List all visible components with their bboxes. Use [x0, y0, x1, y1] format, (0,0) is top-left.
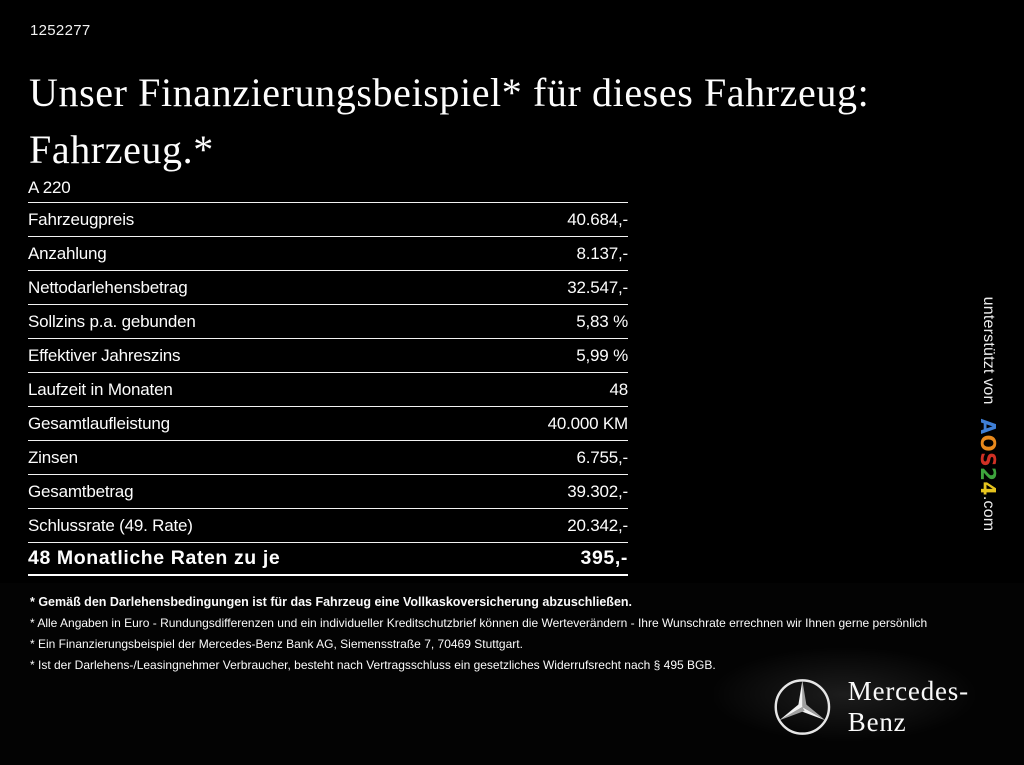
- row-label: Laufzeit in Monaten: [28, 379, 173, 399]
- aos24-letter: A: [976, 418, 1000, 435]
- footnote: * Ein Finanzierungsbeispiel der Mercedes…: [30, 637, 523, 651]
- row-value: 39.302,-: [567, 481, 628, 501]
- table-row: Laufzeit in Monaten 48: [28, 372, 628, 406]
- table-row: Effektiver Jahreszins 5,99 %: [28, 338, 628, 372]
- table-row: Zinsen 6.755,-: [28, 440, 628, 474]
- footer-strip: [0, 583, 1024, 765]
- vehicle-model-label: A 220: [28, 174, 628, 202]
- aos24-letter: S: [976, 452, 1000, 468]
- table-row: Anzahlung 8.137,-: [28, 236, 628, 270]
- row-label: Gesamtbetrag: [28, 481, 134, 501]
- total-row-label: 48 Monatliche Raten zu je: [28, 547, 281, 569]
- aos24-letter: 2: [976, 467, 1000, 482]
- aos24-letter: O: [976, 434, 1000, 453]
- row-value: 48: [609, 379, 628, 399]
- footnote: * Ist der Darlehens-/Leasingnehmer Verbr…: [30, 658, 716, 672]
- row-label: Fahrzeugpreis: [28, 209, 135, 229]
- row-label: Nettodarlehensbetrag: [28, 277, 188, 297]
- mercedes-benz-wordmark: Mercedes-Benz: [847, 676, 969, 737]
- row-value: 6.755,-: [576, 447, 628, 467]
- page-title-line2: Fahrzeug.*: [29, 127, 214, 172]
- row-value: 5,83 %: [576, 311, 628, 331]
- row-label: Effektiver Jahreszins: [28, 345, 181, 365]
- footnotes: * Gemäß den Darlehensbedingungen ist für…: [30, 592, 980, 676]
- page-title-line1: Unser Finanzierungsbeispiel* für dieses …: [29, 70, 870, 115]
- supported-by-label: unterstützt von: [980, 296, 997, 405]
- row-value: 40.684,-: [567, 209, 628, 229]
- table-total-row: 48 Monatliche Raten zu je 395,-: [28, 542, 628, 576]
- aos24-letter: 4: [976, 481, 1000, 496]
- page-title: Unser Finanzierungsbeispiel* für dieses …: [29, 64, 989, 178]
- row-label: Gesamtlaufleistung: [28, 413, 170, 433]
- supported-by-credit: unterstützt von A O S 2 4 .com: [976, 274, 1000, 554]
- finance-table: A 220 Fahrzeugpreis 40.684,- Anzahlung 8…: [28, 174, 628, 576]
- row-value: 20.342,-: [567, 515, 628, 535]
- row-value: 40.000 KM: [547, 413, 629, 433]
- row-label: Zinsen: [28, 447, 78, 467]
- table-row: Sollzins p.a. gebunden 5,83 %: [28, 304, 628, 338]
- total-row-value: 395,-: [580, 547, 628, 569]
- document-id: 1252277: [30, 22, 91, 39]
- row-label: Sollzins p.a. gebunden: [28, 311, 196, 331]
- table-row: Gesamtlaufleistung 40.000 KM: [28, 406, 628, 440]
- mercedes-star-icon: [774, 679, 831, 735]
- table-row: Fahrzeugpreis 40.684,-: [28, 202, 628, 236]
- row-value: 5,99 %: [576, 345, 628, 365]
- table-row: Gesamtbetrag 39.302,-: [28, 474, 628, 508]
- mercedes-benz-logo: Mercedes-Benz: [772, 676, 1024, 738]
- row-label: Anzahlung: [28, 243, 107, 263]
- row-value: 8.137,-: [576, 243, 628, 263]
- row-label: Schlussrate (49. Rate): [28, 515, 193, 535]
- table-row: Nettodarlehensbetrag 32.547,-: [28, 270, 628, 304]
- row-value: 32.547,-: [567, 277, 628, 297]
- footnote: * Alle Angaben in Euro - Rundungsdiffere…: [30, 616, 928, 630]
- aos24-domain-suffix: .com: [980, 495, 997, 532]
- footnote: * Gemäß den Darlehensbedingungen ist für…: [30, 595, 633, 609]
- table-row: Schlussrate (49. Rate) 20.342,-: [28, 508, 628, 542]
- vehicle-model: A 220: [28, 178, 71, 197]
